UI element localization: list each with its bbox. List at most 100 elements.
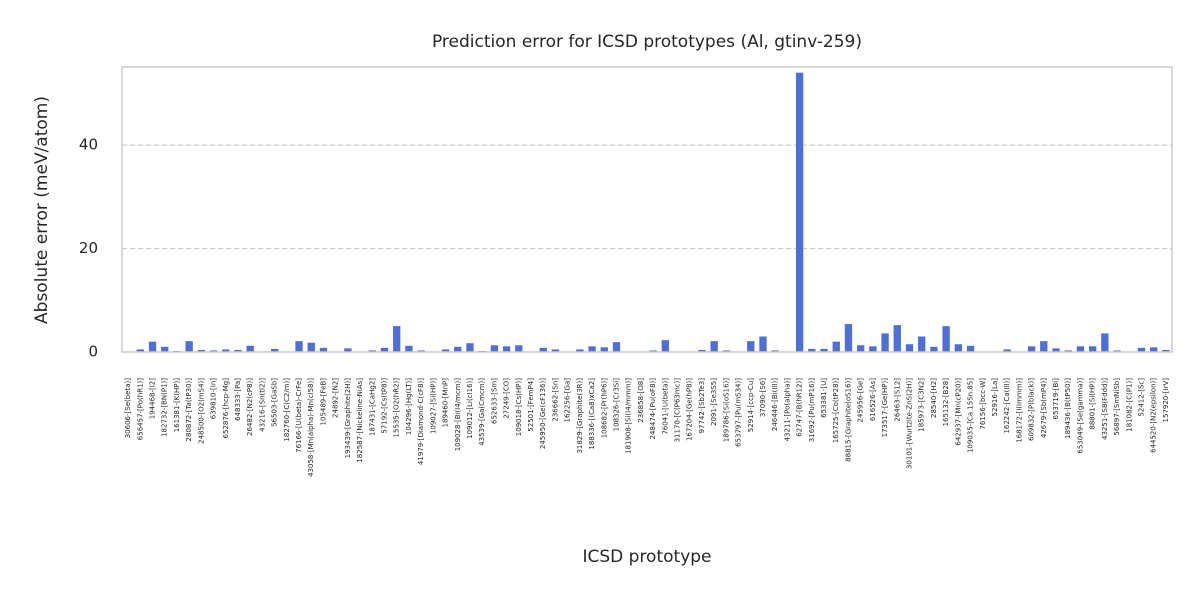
x-tick-label: 642937-[Mn(cP20)]	[954, 378, 962, 446]
x-tick-label: 182760-[C(C2/m)]	[283, 378, 291, 442]
bar	[270, 348, 279, 352]
x-tick-label: 248500-[O2(mS4)]	[197, 378, 205, 444]
x-tick-label: 652876-[hcp-Mg]	[222, 378, 230, 439]
bar	[222, 349, 230, 352]
x-tick-label: 616526-[As]	[869, 378, 877, 421]
bar	[808, 348, 816, 352]
bar	[600, 347, 608, 352]
bar	[148, 341, 157, 352]
bar	[832, 341, 840, 352]
x-tick-label: 182732-[BN(P1)]	[161, 378, 169, 437]
bar	[881, 333, 889, 352]
x-tick-label: 648333-[Pa]	[234, 378, 242, 421]
bar	[1040, 341, 1048, 352]
x-tick-label: 41979-[Diamond-C(cF8)]	[417, 378, 425, 465]
x-tick-label: 56503-[GaSb]	[271, 378, 279, 427]
x-tick-label: 109028-[Bi(I4/mcm)]	[454, 378, 462, 452]
x-tick-label: 167204-[Ge(hP8)]	[686, 378, 694, 441]
x-tick-label: 109027-[Si(HP)]	[429, 378, 437, 434]
x-tick-label: 31692-[Pu(mP16)]	[808, 378, 816, 442]
bar	[441, 349, 450, 352]
x-tick-label: 236662-[Sn]	[551, 378, 559, 422]
x-tick-label: 97742-[Sb2Te3]	[698, 378, 706, 434]
x-tick-label: 165132-[B28]	[942, 378, 950, 427]
bar	[502, 346, 511, 352]
bar	[1101, 333, 1109, 352]
x-tick-label: 653381-[U]	[820, 378, 828, 418]
bar	[344, 348, 352, 352]
x-tick-label: 109012-[Li(cI16)]	[466, 378, 474, 439]
bar	[1003, 349, 1011, 352]
bar	[747, 341, 755, 352]
y-tick-label: 0	[88, 343, 98, 361]
x-tick-label: 62747-[B(hR12)]	[796, 378, 804, 437]
bar	[197, 349, 206, 352]
x-tick-label: 27249-[CO]	[503, 378, 511, 419]
bar	[136, 349, 144, 352]
x-tick-label: 24892-[N2]	[332, 378, 340, 418]
chart-title: Prediction error for ICSD prototypes (Al…	[432, 32, 862, 52]
x-tick-label: 88801-[Si(HP)]	[1089, 378, 1097, 430]
x-tick-label: 173517-[Ge(HP)]	[881, 378, 889, 438]
x-tick-label: 656457-[Po(hR1)]	[136, 378, 144, 440]
x-tick-label: 31170-[C(P63mc)]	[674, 378, 682, 443]
x-tick-label: 245950-[Ge(cF136)]	[539, 378, 547, 449]
bar	[1137, 347, 1146, 352]
x-tick-label: 109035-[Ca.15Sn.85]	[967, 378, 975, 453]
bar	[539, 347, 547, 352]
x-tick-label: 653797-[Pu(mS34)]	[735, 378, 743, 447]
x-tick-label: 185973-[C3N2]	[918, 378, 926, 432]
x-tick-label: 108682-[Pr(hP6)]	[600, 378, 608, 439]
x-tick-label: 43251-[S8(Fddd)]	[1101, 378, 1109, 440]
bar	[869, 346, 877, 352]
bar	[857, 345, 865, 352]
bar	[307, 342, 315, 352]
x-tick-label: 157920-[IrV]	[1162, 378, 1170, 423]
x-tick-label: 652633-[Sm]	[490, 378, 498, 424]
bar	[1064, 350, 1072, 352]
x-tick-label: 182587-[Nickeline-NiAs]	[356, 378, 364, 463]
x-tick-label: 26463-[S12]	[893, 378, 901, 422]
y-axis-label: Absolute error (meV/atom)	[32, 96, 52, 324]
bar	[661, 340, 669, 352]
bar	[612, 342, 621, 352]
x-tick-label: 26482-[N2(cP8)]	[246, 378, 254, 436]
x-tick-label: 280872-[Ta(tP30)]	[185, 378, 193, 442]
x-tick-label: 193439-[Graphite(2H)]	[344, 378, 352, 459]
bar	[161, 346, 169, 352]
x-tick-label: 109018-[Cs(HP)]	[515, 378, 523, 436]
x-tick-label: 161381-[K(HP)]	[173, 378, 181, 433]
x-tick-label: 189460-[MnP]	[442, 378, 450, 428]
bar	[295, 341, 303, 352]
bar	[1088, 346, 1097, 352]
x-tick-label: 28540-[H2]	[930, 378, 938, 418]
bar	[551, 349, 560, 352]
x-axis-label: ICSD prototype	[582, 547, 711, 567]
bar	[393, 326, 401, 352]
y-tick-label: 20	[79, 239, 98, 257]
plot-frame	[121, 66, 1173, 353]
x-tick-label: 188336-[(Ca8)xCa2]	[588, 378, 596, 450]
x-tick-label: 30101-[Wurtzite-ZnS(2H)]	[906, 378, 914, 469]
x-tick-label: 42679-[Sb(mP4)]	[1040, 378, 1048, 438]
x-tick-label: 181908-[Si(I4/mmm)]	[625, 378, 633, 454]
bar	[380, 347, 389, 352]
x-tick-label: 76156-[bcc-W]	[979, 378, 987, 430]
bar	[209, 350, 218, 352]
x-tick-label: 108326-[Cr3Si]	[612, 378, 620, 432]
x-tick-label: 52412-[Sc]	[1137, 378, 1145, 417]
bar	[454, 346, 462, 352]
x-tick-label: 43539-[Ga(Cmcm)]	[478, 378, 486, 446]
x-tick-label: 76166-[U(beta)-CrFe]	[295, 378, 303, 453]
bar	[710, 341, 718, 352]
x-tick-label: 248474-[Pu(oF8)]	[649, 378, 657, 440]
x-tick-label: 609832-[P(black)]	[1028, 378, 1036, 441]
bar	[649, 350, 657, 352]
bar	[515, 345, 523, 352]
x-tick-label: 189436-[B(tP50)]	[1064, 378, 1072, 439]
bar	[698, 349, 706, 352]
y-tick-label: 40	[79, 136, 98, 154]
bar	[1162, 349, 1170, 352]
x-tick-label: 162256-[Ga]	[564, 378, 572, 423]
